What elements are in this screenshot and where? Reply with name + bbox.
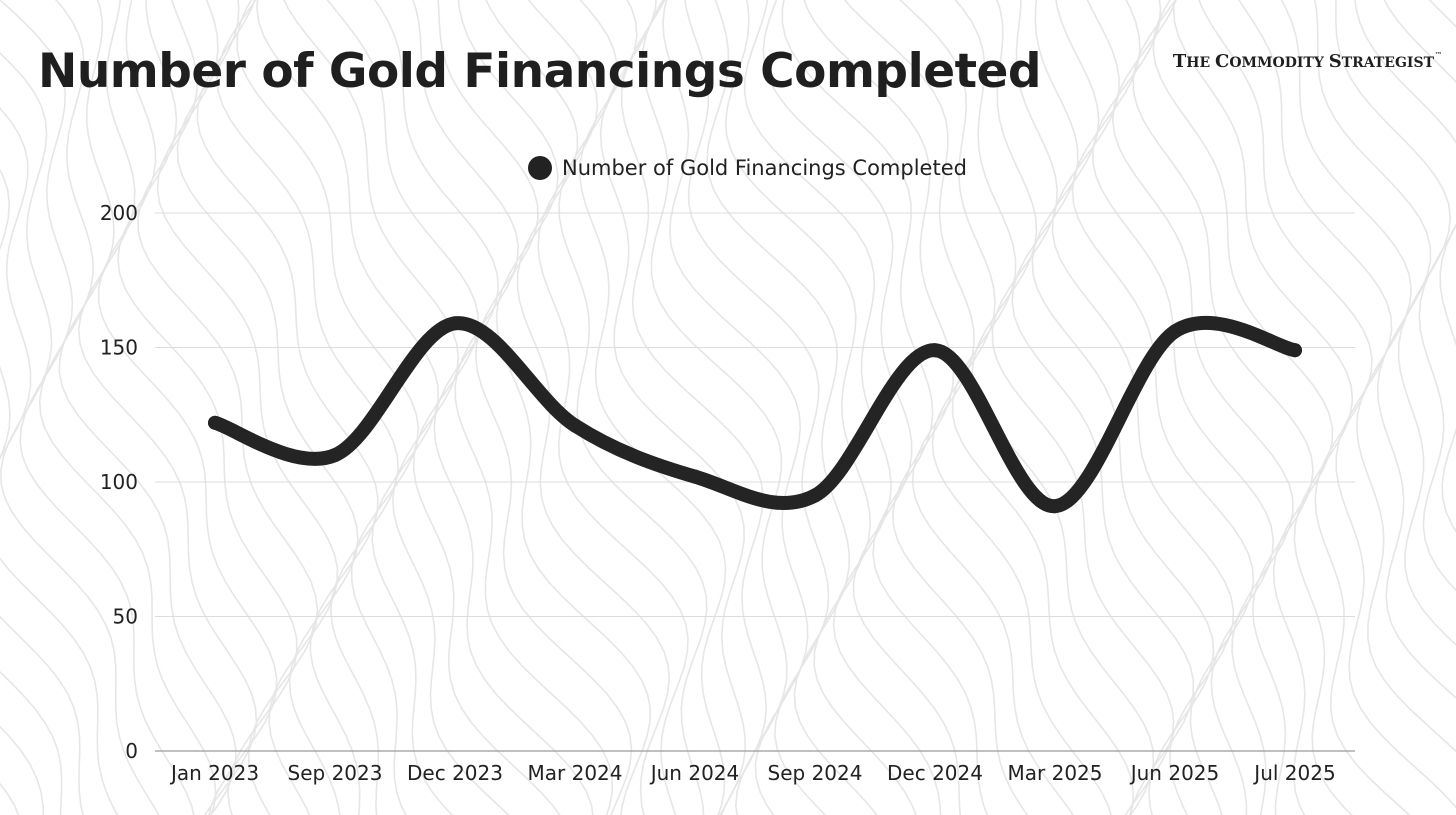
data-point (808, 488, 822, 503)
contour-line (0, 168, 84, 815)
contour-line (412, 0, 614, 815)
contour-line (1152, 0, 1334, 815)
contour-line (1237, 0, 1456, 809)
contour-line (843, 0, 1075, 815)
data-point (448, 316, 462, 331)
contour-line (743, 0, 942, 815)
contour-line (1111, 0, 1294, 815)
contour-line (991, 0, 1175, 815)
contour-line (599, 0, 747, 815)
y-tick-label: 150 (100, 336, 138, 360)
contour-line (898, 0, 1112, 815)
contour-line (236, 0, 420, 815)
chart-title: Number of Gold Financings Completed (38, 44, 1042, 99)
contour-line (326, 0, 561, 815)
x-tick-label: Sep 2023 (288, 761, 383, 785)
contour-line (0, 107, 119, 815)
x-tick-label: Jan 2023 (169, 761, 259, 785)
contour-line (437, 0, 633, 815)
contour-line (684, 0, 830, 815)
x-tick-label: Jun 2025 (1129, 761, 1220, 785)
contour-line (579, 0, 727, 815)
data-point (328, 448, 342, 463)
contour-line (1132, 0, 1314, 815)
contour-line (1092, 0, 1275, 815)
contour-line (0, 0, 195, 815)
contour-line (137, 0, 319, 815)
chart-legend: Number of Gold Financings Completed (528, 156, 967, 180)
data-point (1168, 324, 1182, 339)
contour-line (77, 0, 258, 815)
x-tick-label: Sep 2024 (768, 761, 863, 785)
contour-line (38, 0, 217, 815)
brand-logo: THE COMMODITY STRATEGIST™ (1172, 50, 1442, 72)
contour-line (0, 670, 63, 815)
contour-line (1313, 0, 1456, 699)
legend-label: Number of Gold Financings Completed (562, 156, 967, 180)
x-tick-label: Mar 2024 (528, 761, 623, 785)
x-tick-label: Dec 2023 (407, 761, 503, 785)
y-tick-label: 50 (113, 605, 138, 629)
contour-line (1198, 0, 1411, 815)
contour-line (58, 0, 237, 815)
data-point (688, 469, 702, 484)
data-point (1048, 499, 1062, 514)
contour-line (620, 0, 768, 815)
contour-line (1031, 0, 1215, 815)
contour-line (1011, 0, 1195, 815)
x-tick-label: Jun 2024 (649, 761, 740, 785)
contour-line (724, 0, 917, 815)
contour-line (558, 0, 708, 815)
contour-line (373, 0, 594, 815)
contour-line (662, 0, 809, 815)
contour-line (781, 0, 989, 815)
contour-line (256, 0, 454, 815)
contour-line (706, 0, 878, 815)
contour-line (156, 0, 339, 815)
y-tick-label: 200 (100, 201, 138, 225)
x-tick-label: Jul 2025 (1252, 761, 1335, 785)
contour-line (762, 0, 962, 815)
contour-line (1335, 0, 1456, 646)
series-line (208, 315, 1302, 514)
contour-line (1172, 0, 1354, 815)
legend-marker (528, 156, 552, 180)
contour-line (176, 0, 359, 815)
contour-line (1354, 0, 1456, 592)
x-tick-label: Mar 2025 (1008, 761, 1103, 785)
contour-line (283, 0, 510, 815)
data-point (928, 343, 942, 358)
contour-line (951, 0, 1135, 815)
contour-line (196, 0, 379, 815)
contour-line (457, 0, 652, 815)
contour-line (1071, 0, 1255, 815)
y-tick-label: 100 (100, 470, 138, 494)
x-tick-label: Dec 2024 (887, 761, 983, 785)
data-point (568, 418, 582, 433)
contour-line (641, 0, 788, 815)
data-point (208, 415, 222, 430)
data-point (1288, 343, 1302, 358)
y-tick-label: 0 (125, 739, 138, 763)
contour-line (1280, 0, 1456, 753)
contour-line (117, 0, 298, 815)
